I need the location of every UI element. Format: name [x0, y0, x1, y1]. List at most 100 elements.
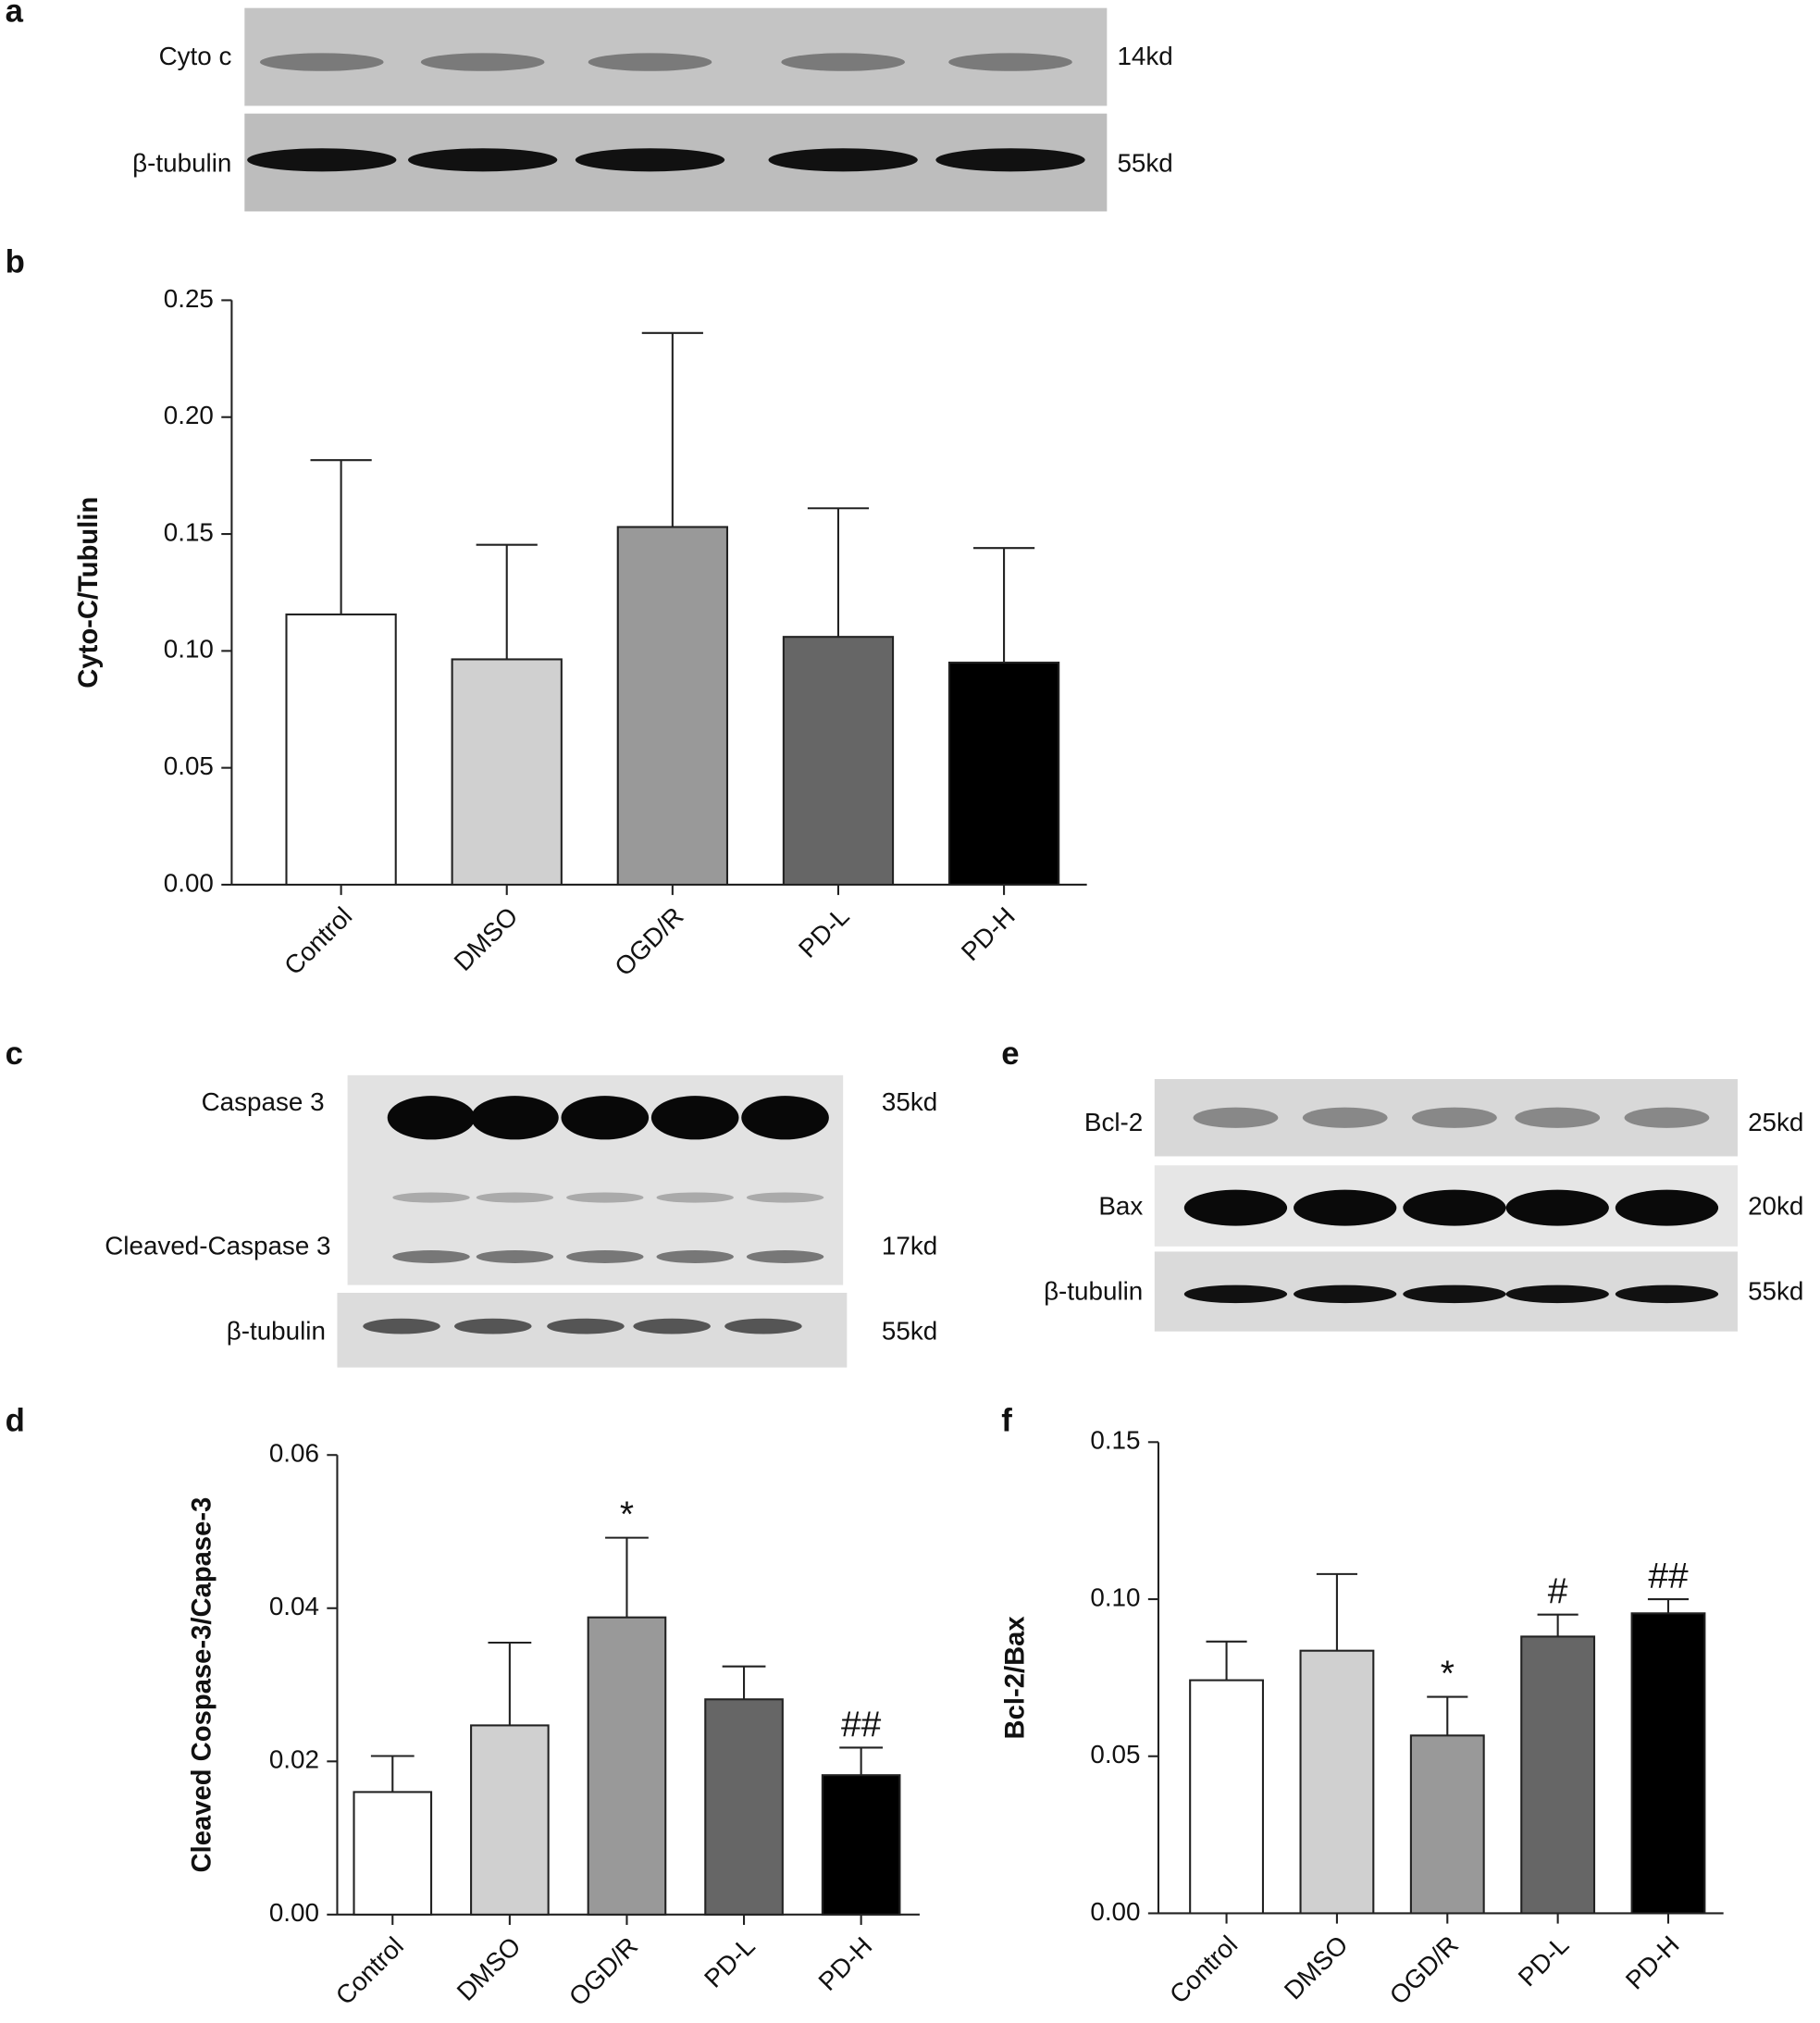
blot-band: [420, 53, 545, 71]
blot-band: [247, 148, 397, 172]
y-tick-label: 0.10: [1090, 1582, 1140, 1611]
significance-mark: *: [620, 1496, 634, 1535]
bar: [947, 661, 1060, 887]
blot-band: [781, 53, 905, 71]
error-bar: [605, 1536, 649, 1618]
error-bar: [310, 459, 372, 614]
blot-band: [741, 1096, 829, 1140]
blot-band: [575, 148, 725, 172]
panel-letter: f: [1001, 1404, 1012, 1439]
y-tick-label: 0.25: [164, 284, 214, 313]
y-axis-label: Cleaved Cospase-3/Capase-3: [188, 1497, 217, 1873]
blot-band: [656, 1192, 734, 1203]
y-tick-label: 0.04: [269, 1592, 319, 1620]
blot-size: 55kd: [1748, 1276, 1803, 1305]
blot-band: [392, 1250, 470, 1263]
y-axis-label: Bcl-2/Bax: [1001, 1616, 1031, 1740]
blot-label: β-tubulin: [227, 1316, 326, 1345]
blot-band: [407, 148, 558, 172]
error-bar: [1647, 1597, 1690, 1614]
y-axis-label: Cyto-C/Tubulin: [74, 497, 104, 689]
significance-mark: ##: [841, 1705, 882, 1744]
blot-band: [471, 1096, 559, 1140]
bar: [782, 636, 895, 887]
y-tick-label: 0.15: [1090, 1426, 1140, 1455]
blot-band: [387, 1096, 476, 1140]
bar: [1409, 1734, 1485, 1915]
panel-letter: d: [6, 1404, 25, 1439]
error-bar: [1537, 1613, 1579, 1637]
blot-band: [1403, 1189, 1506, 1226]
blot-band: [476, 1192, 554, 1203]
bar: [285, 613, 397, 887]
bar: [704, 1698, 784, 1916]
y-tick-label: 0.06: [269, 1439, 319, 1468]
bar: [451, 658, 563, 887]
blot-band: [935, 148, 1085, 172]
blot-band: [1505, 1285, 1609, 1304]
error-bar: [1316, 1572, 1357, 1651]
bar: [470, 1724, 550, 1916]
bar: [1520, 1635, 1596, 1915]
blot-band: [260, 53, 384, 71]
blot-band: [656, 1250, 734, 1263]
blot-band: [1615, 1189, 1719, 1226]
blot-band: [566, 1192, 644, 1203]
blot-band: [1302, 1107, 1388, 1128]
bar: [616, 526, 728, 887]
blot-label: Cleaved-Caspase 3: [105, 1232, 330, 1260]
blot-band: [1412, 1107, 1497, 1128]
blot-band: [1515, 1107, 1601, 1128]
blot-band: [588, 53, 712, 71]
blot-size: 55kd: [882, 1316, 937, 1345]
panel-letter: c: [6, 1036, 23, 1072]
significance-mark: #: [1548, 1572, 1568, 1612]
error-bar: [476, 543, 538, 660]
y-tick-label: 0.02: [269, 1745, 319, 1774]
blot-label: β-tubulin: [1044, 1276, 1143, 1305]
y-tick-label: 0.05: [1090, 1740, 1140, 1769]
blot-label: Caspase 3: [202, 1087, 325, 1116]
blot-band: [561, 1096, 650, 1140]
y-tick-label: 0.00: [1090, 1897, 1140, 1926]
blot-band: [1294, 1189, 1397, 1226]
blot-band: [1615, 1285, 1719, 1304]
error-bar: [807, 507, 870, 638]
error-bar: [1427, 1695, 1468, 1736]
blot-band: [768, 148, 918, 172]
bar: [821, 1774, 901, 1916]
blot-band: [1183, 1189, 1288, 1226]
blot-band: [1193, 1107, 1279, 1128]
error-bar: [370, 1755, 415, 1793]
blot-band: [566, 1250, 644, 1263]
blot-band: [1505, 1189, 1609, 1226]
y-tick-label: 0.10: [164, 635, 214, 664]
blot-band: [746, 1250, 824, 1263]
blot-band: [1294, 1285, 1397, 1304]
blot-band: [1183, 1285, 1288, 1304]
blot-size: 25kd: [1748, 1108, 1803, 1136]
blot-band: [363, 1318, 440, 1334]
blot-band: [633, 1318, 711, 1334]
panel-letter: b: [6, 245, 25, 280]
y-tick-label: 0.20: [164, 401, 214, 429]
blot-band: [1624, 1107, 1710, 1128]
y-tick-label: 0.00: [269, 1898, 319, 1927]
error-bar: [839, 1746, 884, 1776]
error-bar: [488, 1641, 532, 1726]
blot-band: [547, 1318, 625, 1334]
significance-mark: ##: [1648, 1557, 1689, 1596]
significance-mark: *: [1441, 1655, 1455, 1694]
error-bar: [722, 1665, 766, 1700]
blot-label: β-tubulin: [132, 149, 231, 178]
blot-label: Bcl-2: [1084, 1108, 1143, 1136]
blot-size: 55kd: [1117, 149, 1172, 178]
blot-band: [724, 1318, 802, 1334]
blot-size: 14kd: [1117, 42, 1172, 70]
blot-band: [454, 1318, 532, 1334]
panel-letter: e: [1001, 1036, 1019, 1072]
blot-band: [392, 1192, 470, 1203]
blot-band: [476, 1250, 554, 1263]
blot-label: Cyto c: [159, 42, 232, 70]
